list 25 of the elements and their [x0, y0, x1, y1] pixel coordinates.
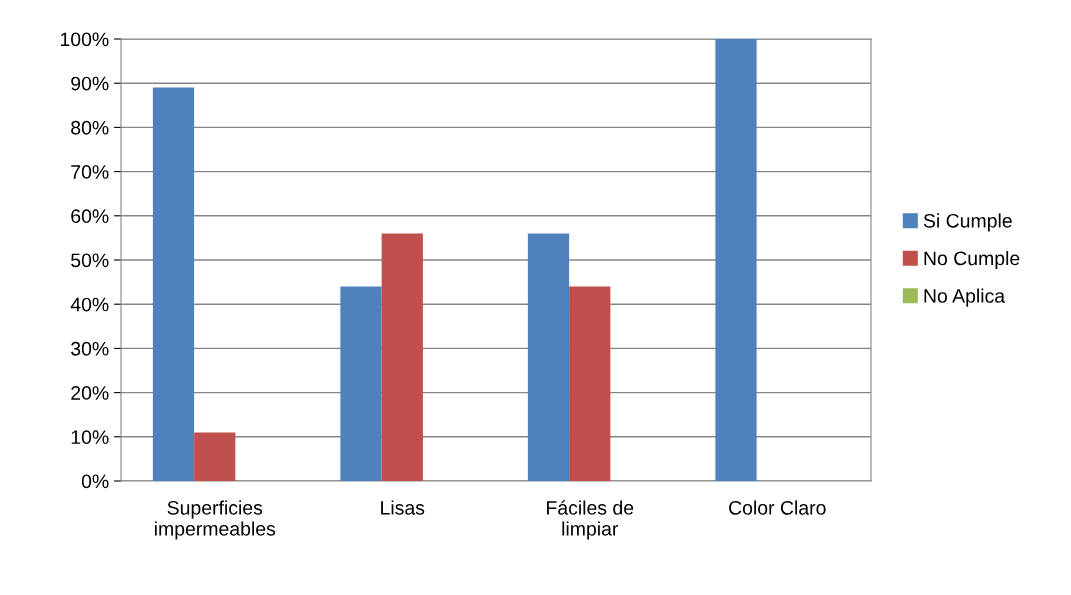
y-tick-label: 30% — [71, 341, 109, 356]
x-tick-label: Color Claro — [729, 500, 826, 515]
x-tick-label: Superficies impermeables — [155, 500, 276, 540]
y-tick-label: 70% — [71, 165, 109, 179]
y-tick-label: 80% — [71, 120, 109, 135]
y-tick-label: 20% — [71, 386, 109, 400]
bar — [381, 233, 423, 481]
legend-label: No Cumple — [924, 250, 1020, 270]
bar — [152, 87, 195, 481]
x-tick-label: Lisas — [381, 500, 425, 515]
bar — [194, 432, 236, 481]
bar — [569, 286, 611, 481]
y-tick-label: 100% — [60, 32, 109, 47]
x-tick-label: Fáciles de limpiar — [547, 500, 634, 540]
y-tick-label: 90% — [71, 76, 109, 91]
y-tick-label: 60% — [71, 209, 109, 224]
y-tick-label: 50% — [71, 253, 109, 268]
bar — [527, 233, 570, 481]
y-tick-label: 0% — [81, 474, 109, 489]
legend-label: No Aplica — [924, 288, 1006, 307]
y-tick-label: 40% — [70, 297, 109, 312]
bar — [715, 39, 757, 481]
bar — [340, 286, 382, 481]
y-tick-label: 10% — [71, 430, 109, 445]
legend-label: Si Cumple — [923, 213, 1012, 232]
